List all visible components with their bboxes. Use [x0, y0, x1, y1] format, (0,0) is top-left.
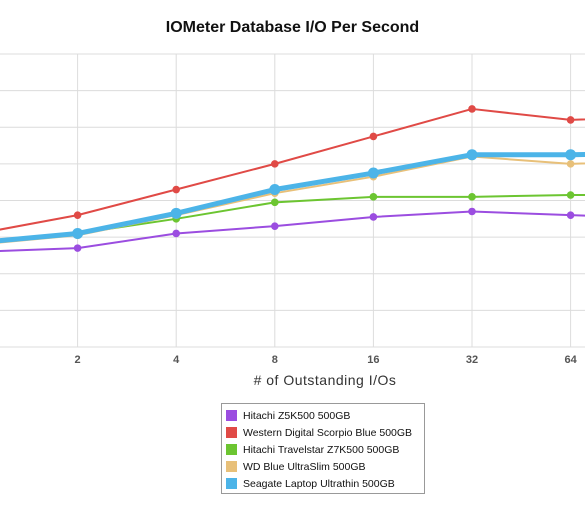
data-point — [271, 198, 279, 207]
series-line — [0, 210, 585, 252]
legend-swatch — [226, 427, 237, 438]
legend-label: Seagate Laptop Ultrathin 500GB — [243, 477, 395, 490]
data-point — [367, 167, 379, 179]
data-point — [271, 160, 279, 168]
series-line — [0, 107, 585, 231]
data-point — [566, 211, 575, 219]
data-point — [468, 193, 476, 201]
legend-label: Western Digital Scorpio Blue 500GB — [243, 426, 413, 439]
x-tick-label: 8 — [272, 354, 278, 366]
data-point — [170, 207, 182, 219]
data-point — [565, 149, 577, 161]
legend-swatch — [226, 461, 237, 472]
legend-label: WD Blue UltraSlim 500GB — [243, 460, 366, 473]
data-point — [566, 116, 575, 124]
line-chart: 2 4 8 16 32 64 — [0, 53, 585, 366]
data-point — [73, 211, 82, 219]
data-point — [566, 160, 575, 168]
data-point — [73, 244, 82, 252]
legend: Hitachi Z5K500 500GB Western Digital Scor… — [221, 403, 425, 494]
data-point — [566, 191, 575, 199]
legend-swatch — [226, 478, 237, 489]
x-tick-labels: 2 4 8 16 32 64 — [75, 354, 578, 366]
x-tick-label: 4 — [173, 354, 180, 366]
legend-item: Hitachi Travelstar Z7K500 500GB — [226, 441, 420, 458]
series-1 — [0, 105, 585, 231]
data-point — [72, 227, 84, 239]
data-point — [271, 222, 279, 230]
data-point — [269, 184, 281, 196]
x-axis-title: # of Outstanding I/Os — [253, 372, 397, 388]
chart-title: IOMeter Database I/O Per Second — [165, 19, 420, 36]
legend-item: Seagate Laptop Ultrathin 500GB — [226, 475, 420, 492]
data-point — [172, 229, 180, 238]
legend-item: Hitachi Z5K500 500GB — [226, 407, 420, 424]
data-point — [466, 149, 478, 161]
series-4 — [0, 149, 585, 244]
legend-swatch — [226, 410, 237, 421]
legend-label: Hitachi Travelstar Z7K500 500GB — [243, 443, 400, 456]
series-line — [0, 151, 585, 244]
x-tick-label: 16 — [367, 354, 379, 366]
legend-label: Hitachi Z5K500 500GB — [243, 409, 351, 422]
x-tick-label: 32 — [466, 354, 478, 366]
series-0 — [0, 207, 585, 252]
x-tick-label: 64 — [564, 354, 577, 366]
data-point — [468, 105, 476, 113]
legend-swatch — [226, 444, 237, 455]
data-point — [172, 185, 180, 194]
data-point — [369, 193, 378, 201]
legend-item: WD Blue UltraSlim 500GB — [226, 458, 420, 475]
series-layer — [0, 105, 585, 252]
legend-item: Western Digital Scorpio Blue 500GB — [226, 424, 420, 441]
x-tick-label: 2 — [75, 354, 81, 366]
data-point — [468, 207, 476, 216]
data-point — [369, 213, 378, 221]
data-point — [369, 132, 378, 141]
